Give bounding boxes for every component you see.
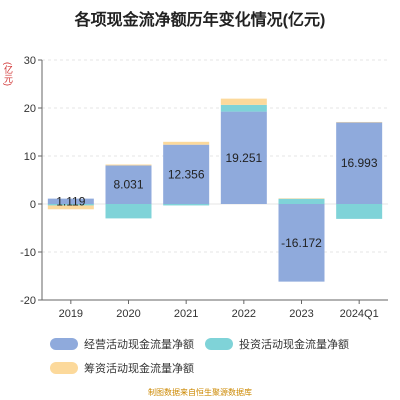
legend-item-operating: 经营活动现金流量净额 — [50, 336, 194, 352]
data-labels: 1.119 8.031 12.356 19.251 -16.172 16.993 — [56, 151, 378, 250]
bar-0-2021 — [163, 144, 210, 204]
bar-0-2024Q1 — [336, 122, 383, 204]
legend-label-financing: 筹资活动现金流量净额 — [84, 363, 194, 375]
legend-label-investing: 投资活动现金流量净额 — [239, 339, 349, 351]
legend-item-financing: 筹资活动现金流量净额 — [50, 360, 194, 376]
bar-1-2021 — [163, 204, 210, 206]
bar-1-2023 — [278, 198, 325, 204]
bar-2-2022 — [220, 98, 267, 105]
data-label: 16.993 — [341, 156, 378, 170]
data-label: 12.356 — [168, 167, 205, 181]
bar-0-2020 — [105, 165, 152, 204]
data-label: 19.251 — [225, 151, 262, 165]
bar-0-2023 — [278, 204, 325, 282]
y-tick-label: 20 — [24, 103, 36, 115]
bar-0-2022 — [220, 111, 267, 204]
chart-title: 各项现金流净额历年变化情况(亿元) — [74, 12, 326, 29]
axes: -20 -10 0 10 20 30 2019 2020 2021 2022 2023 2024Q1 — [20, 55, 388, 320]
legend-swatch-financing — [50, 362, 78, 374]
legend-swatch-operating — [50, 338, 78, 350]
data-label: 1.119 — [56, 194, 85, 208]
x-tick-label: 2021 — [174, 308, 198, 320]
y-tick-label: 10 — [24, 151, 36, 163]
x-tick-label: 2023 — [289, 308, 313, 320]
legend-swatch-investing — [205, 338, 233, 350]
grid-lines — [42, 59, 388, 301]
bar-2-2019 — [47, 205, 94, 210]
y-tick-label: 0 — [30, 199, 36, 211]
x-tick-label: 2020 — [116, 308, 140, 320]
legend-item-investing: 投资活动现金流量净额 — [205, 336, 349, 352]
bar-2-2024Q1 — [336, 121, 383, 123]
x-tick-label: 2024Q1 — [340, 308, 379, 320]
bar-2-2021 — [163, 141, 210, 145]
data-label: 8.031 — [113, 178, 143, 192]
bars — [47, 98, 383, 282]
data-label: -16.172 — [281, 236, 322, 250]
bar-2-2023 — [278, 198, 325, 199]
y-tick-label: -20 — [20, 295, 36, 307]
bar-2-2020 — [105, 164, 152, 166]
bar-1-2024Q1 — [336, 204, 383, 219]
x-tick-label: 2022 — [232, 308, 256, 320]
y-tick-label: 30 — [24, 55, 36, 67]
x-tick-label: 2019 — [59, 308, 83, 320]
y-axis-unit-label: (亿元) — [3, 62, 13, 86]
legend-label-operating: 经营活动现金流量净额 — [84, 339, 194, 351]
bar-0-2019 — [47, 198, 94, 204]
y-tick-label: -10 — [20, 247, 36, 259]
bar-1-2022 — [220, 104, 267, 112]
bar-1-2020 — [105, 204, 152, 219]
bar-1-2019 — [47, 204, 94, 206]
source-footer: 制图数据来自恒生聚源数据库 — [148, 388, 252, 397]
